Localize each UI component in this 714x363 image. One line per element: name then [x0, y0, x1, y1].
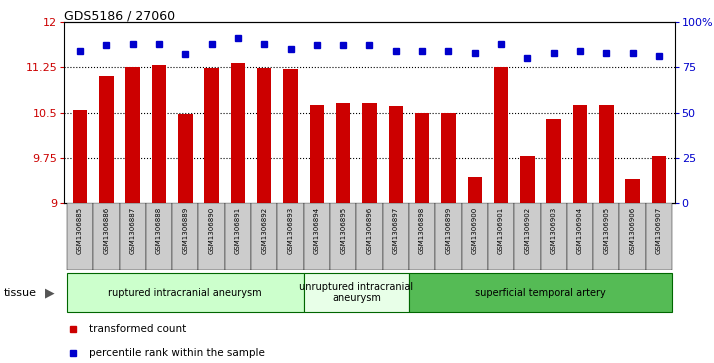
- Bar: [152, 65, 166, 203]
- Text: GSM1306900: GSM1306900: [472, 207, 478, 254]
- Text: GSM1306891: GSM1306891: [235, 207, 241, 254]
- Text: GSM1306895: GSM1306895: [340, 207, 346, 254]
- Bar: [567, 203, 593, 270]
- Text: GSM1306899: GSM1306899: [446, 207, 451, 254]
- Text: GSM1306889: GSM1306889: [182, 207, 188, 254]
- Text: tissue: tissue: [4, 287, 36, 298]
- Text: unruptured intracranial
aneurysm: unruptured intracranial aneurysm: [299, 282, 413, 303]
- Bar: [225, 203, 251, 270]
- Bar: [94, 203, 119, 270]
- Bar: [303, 203, 330, 270]
- Text: GSM1306902: GSM1306902: [524, 207, 531, 254]
- Text: GSM1306888: GSM1306888: [156, 207, 162, 254]
- Bar: [73, 110, 87, 203]
- Bar: [336, 103, 351, 203]
- Bar: [283, 69, 298, 203]
- Bar: [303, 273, 409, 312]
- Bar: [573, 105, 587, 203]
- Bar: [436, 203, 461, 270]
- Bar: [204, 68, 219, 203]
- Bar: [172, 203, 198, 270]
- Bar: [356, 203, 383, 270]
- Bar: [599, 105, 613, 203]
- Text: GSM1306890: GSM1306890: [208, 207, 215, 254]
- Bar: [251, 203, 278, 270]
- Bar: [645, 203, 672, 270]
- Text: GSM1306898: GSM1306898: [419, 207, 425, 254]
- Text: GSM1306885: GSM1306885: [77, 207, 83, 254]
- Text: GSM1306905: GSM1306905: [603, 207, 609, 254]
- Text: superficial temporal artery: superficial temporal artery: [475, 287, 606, 298]
- Bar: [99, 76, 114, 203]
- Text: GSM1306887: GSM1306887: [130, 207, 136, 254]
- Bar: [362, 103, 377, 203]
- Bar: [330, 203, 356, 270]
- Text: GSM1306886: GSM1306886: [104, 207, 109, 254]
- Bar: [620, 203, 645, 270]
- Bar: [67, 203, 94, 270]
- Bar: [119, 203, 146, 270]
- Text: GSM1306904: GSM1306904: [577, 207, 583, 254]
- Bar: [461, 203, 488, 270]
- Bar: [415, 113, 429, 203]
- Text: percentile rank within the sample: percentile rank within the sample: [89, 348, 265, 358]
- Text: ▶: ▶: [45, 286, 54, 299]
- Bar: [198, 203, 225, 270]
- Bar: [388, 106, 403, 203]
- Bar: [546, 119, 561, 203]
- Bar: [488, 203, 514, 270]
- Bar: [278, 203, 303, 270]
- Bar: [231, 63, 245, 203]
- Bar: [383, 203, 409, 270]
- Text: transformed count: transformed count: [89, 324, 186, 334]
- Text: GSM1306906: GSM1306906: [630, 207, 635, 254]
- Bar: [146, 203, 172, 270]
- Text: GSM1306896: GSM1306896: [366, 207, 373, 254]
- Bar: [126, 67, 140, 203]
- Text: ruptured intracranial aneurysm: ruptured intracranial aneurysm: [109, 287, 262, 298]
- Bar: [520, 156, 535, 203]
- Bar: [625, 179, 640, 203]
- Text: GSM1306907: GSM1306907: [656, 207, 662, 254]
- Bar: [468, 177, 482, 203]
- Text: GSM1306901: GSM1306901: [498, 207, 504, 254]
- Bar: [178, 114, 193, 203]
- Text: GSM1306894: GSM1306894: [314, 207, 320, 254]
- Text: GSM1306903: GSM1306903: [550, 207, 557, 254]
- Bar: [409, 273, 672, 312]
- Text: GSM1306892: GSM1306892: [261, 207, 267, 254]
- Text: GDS5186 / 27060: GDS5186 / 27060: [64, 9, 176, 22]
- Text: GSM1306897: GSM1306897: [393, 207, 399, 254]
- Bar: [409, 203, 436, 270]
- Bar: [593, 203, 620, 270]
- Text: GSM1306893: GSM1306893: [288, 207, 293, 254]
- Bar: [67, 273, 303, 312]
- Bar: [441, 113, 456, 203]
- Bar: [514, 203, 540, 270]
- Bar: [540, 203, 567, 270]
- Bar: [257, 68, 271, 203]
- Bar: [310, 105, 324, 203]
- Bar: [494, 67, 508, 203]
- Bar: [652, 156, 666, 203]
